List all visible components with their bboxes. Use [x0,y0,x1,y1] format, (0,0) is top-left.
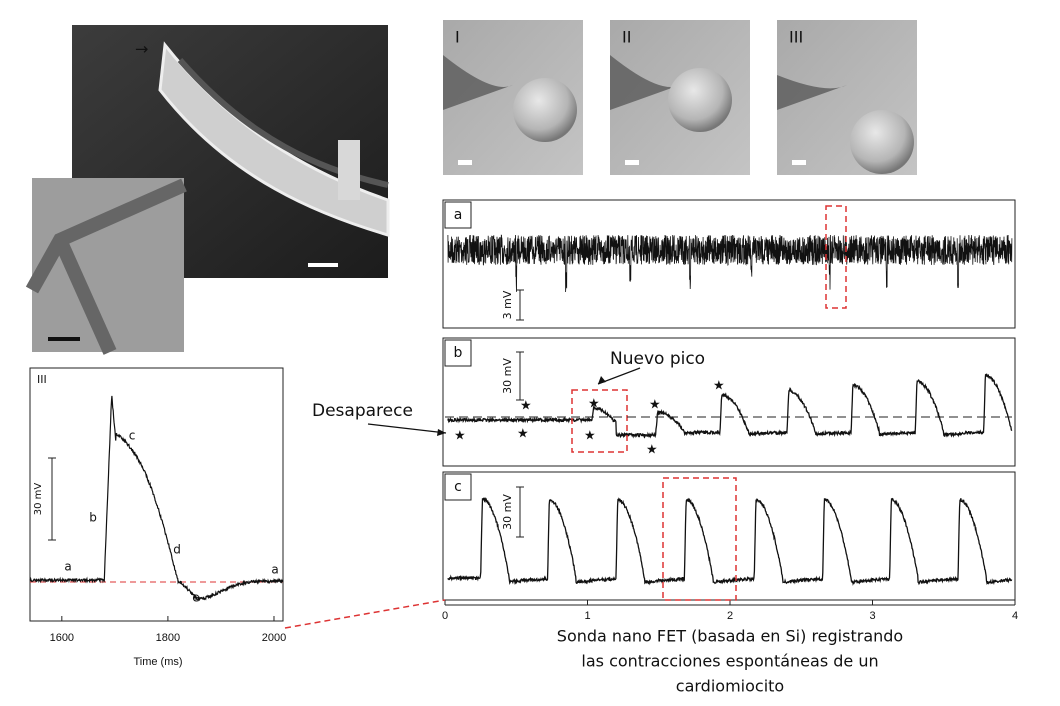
panel-label: I [455,28,460,47]
annotation: Desaparece [312,401,413,421]
panel-label-box [444,473,472,501]
phase-label: b [89,511,97,525]
caption: las contracciones espontáneas de un [581,652,878,671]
scale-label: 3 mV [501,290,514,319]
panel-label: a [454,207,463,223]
svg-text:→: → [135,40,148,59]
cell [668,68,732,132]
svg-text:★: ★ [517,427,529,442]
micrographs: I II III [443,20,917,175]
action-potential-plot: III 30 mV Time (ms) a b c d e a 1600 1800 2000 [29,367,286,668]
trace-panels: a 3 mV b 30 mV c 30 mV 0 1 2 3 4 [442,199,1018,622]
x-axis-label: Time (ms) [133,656,182,668]
scale-label: 30 mV [501,494,514,530]
svg-text:★: ★ [588,397,600,412]
trace-panel [442,199,1016,329]
caption: Sonda nano FET (basada en Si) registrand… [557,627,903,646]
panel-label: b [454,345,463,361]
phase-label: e [192,591,199,605]
x-tick-label: 2000 [262,632,286,644]
arrow [367,423,447,434]
scale-bar [516,486,524,538]
x-tick-label: 0 [442,610,448,622]
trace [447,496,1013,586]
scale-label: 30 mV [501,358,514,394]
scale-bar [516,289,524,321]
scale-label: 30 mV [33,483,44,516]
svg-text:★: ★ [646,443,658,458]
panel-label: II [622,28,631,47]
svg-text:★: ★ [454,429,466,444]
svg-text:★: ★ [584,429,596,444]
scale-bar [458,160,472,165]
panel-label-box [444,339,472,367]
cell [850,110,914,174]
svg-text:★: ★ [520,399,532,414]
pipette [610,55,680,110]
phase-label: c [129,429,136,443]
x-tick-label: 1800 [156,632,180,644]
phase-label: a [64,560,71,574]
panel-label: III [789,28,803,47]
caption: cardiomiocito [676,677,784,696]
annotation: Nuevo pico [610,349,705,369]
x-tick-label: 4 [1012,610,1018,622]
phase-label: a [271,563,278,577]
x-tick-label: 3 [869,610,875,622]
x-tick-label: 2 [727,610,733,622]
scale-bar [625,160,639,165]
scale-bar [792,160,806,165]
panel-label: III [37,373,47,386]
svg-text:★: ★ [713,379,725,394]
ap-trace [29,395,284,602]
pipette [777,75,847,110]
svg-text:★: ★ [649,398,661,413]
tem-image [25,178,187,355]
panel-label: c [454,479,462,495]
x-tick-label: 1 [584,610,590,622]
cell [513,78,577,142]
arrowhead [598,376,606,384]
trace-panel [442,337,1016,467]
highlight-boxes [284,205,847,629]
x-tick-label: 1600 [50,632,74,644]
phase-label: d [173,543,181,557]
arrowhead [437,429,446,436]
trace [447,234,1013,293]
scale-bar [516,351,524,401]
pipette [443,55,513,110]
trace [447,373,1013,439]
panel-label-box [444,201,472,229]
